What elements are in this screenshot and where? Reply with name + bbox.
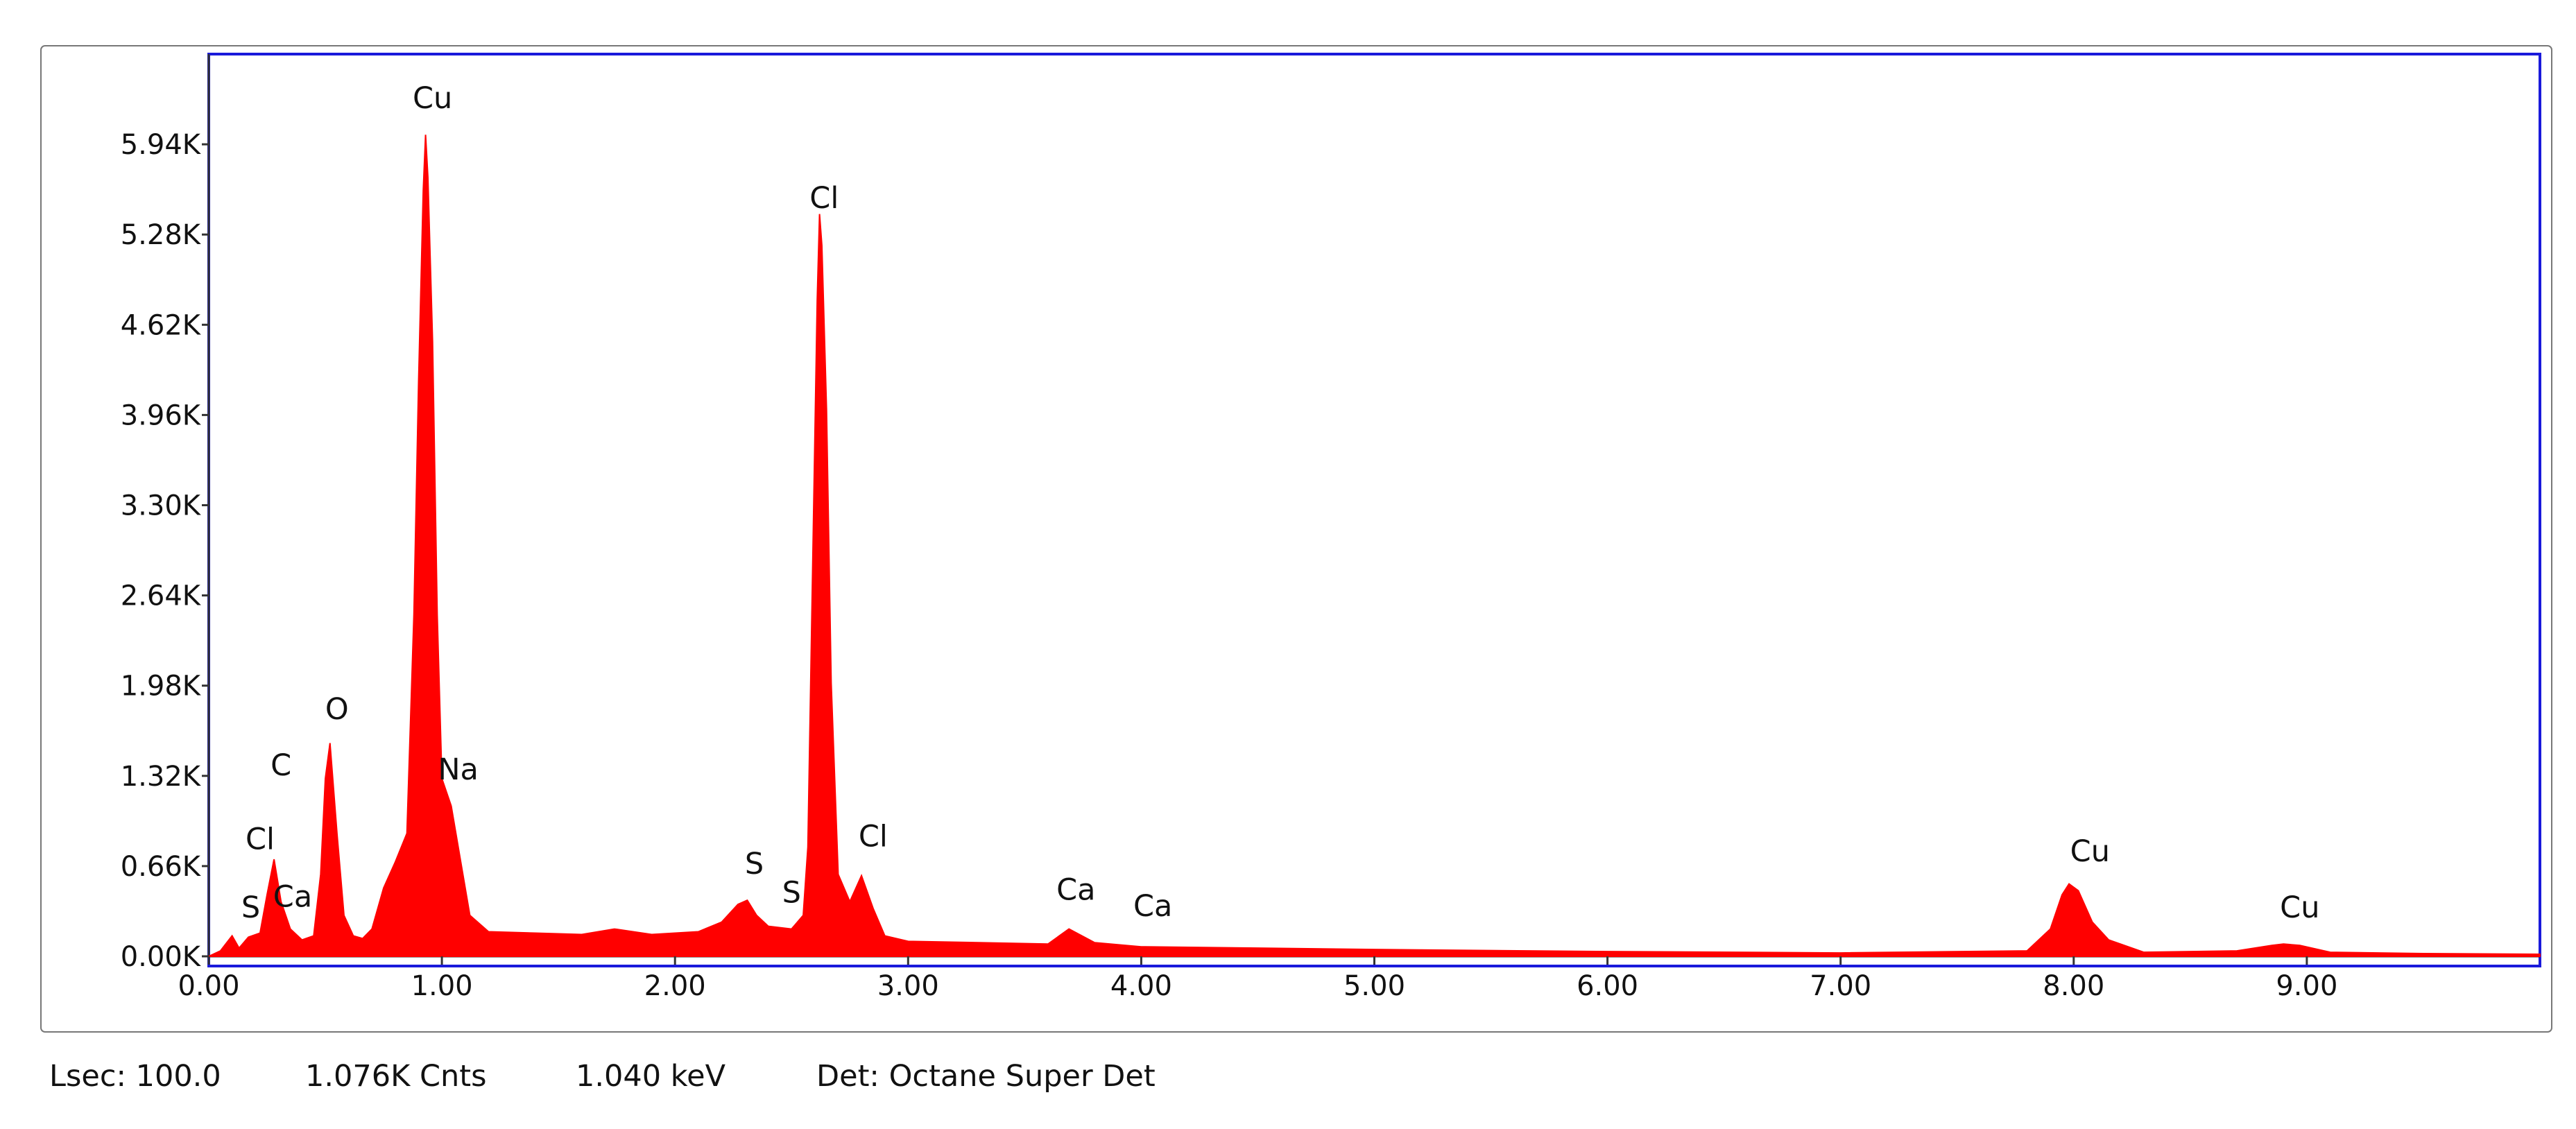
peak-label: S bbox=[745, 847, 764, 881]
x-tick-label: 5.00 bbox=[1343, 970, 1405, 1002]
x-tick-label: 0.00 bbox=[178, 970, 239, 1002]
plot-area bbox=[207, 53, 2541, 967]
y-tick-label: 5.94K bbox=[121, 129, 202, 161]
peak-label: Ca bbox=[273, 879, 312, 914]
peak-label: Cl bbox=[246, 822, 275, 856]
peak-label: Ca bbox=[1056, 872, 1095, 907]
status-energy: 1.040 keV bbox=[576, 1059, 726, 1094]
peak-label: Cl bbox=[809, 181, 839, 216]
x-tick-label: 2.00 bbox=[644, 970, 706, 1002]
peak-label: Ca bbox=[1133, 889, 1172, 924]
x-tick-label: 1.00 bbox=[411, 970, 473, 1002]
y-tick-label: 4.62K bbox=[121, 309, 202, 341]
status-counts: 1.076K Cnts bbox=[305, 1059, 487, 1094]
y-tick-label: 0.00K bbox=[121, 941, 202, 973]
x-tick-label: 4.00 bbox=[1110, 970, 1172, 1002]
y-tick-label: 3.30K bbox=[121, 490, 202, 522]
y-tick-label: 1.98K bbox=[121, 671, 202, 703]
y-tick-label: 3.96K bbox=[121, 399, 202, 431]
peak-label: Cu bbox=[2280, 890, 2319, 925]
y-tick-label: 5.28K bbox=[121, 219, 202, 251]
x-tick-label: 3.00 bbox=[877, 970, 939, 1002]
peak-label: Cu bbox=[413, 81, 452, 116]
peak-label: Na bbox=[438, 752, 479, 787]
peak-label: O bbox=[325, 692, 349, 727]
peak-label: C bbox=[271, 748, 291, 783]
x-tick-label: 7.00 bbox=[1810, 970, 1871, 1002]
y-tick-label: 1.32K bbox=[121, 761, 202, 793]
y-tick-label: 0.66K bbox=[121, 851, 202, 883]
peak-label: Cu bbox=[2070, 834, 2110, 869]
peak-label: Cl bbox=[859, 820, 888, 854]
x-tick-label: 6.00 bbox=[1577, 970, 1638, 1002]
x-tick-label: 8.00 bbox=[2043, 970, 2104, 1002]
peak-label: S bbox=[782, 875, 801, 910]
status-detector: Det: Octane Super Det bbox=[816, 1059, 1156, 1094]
peak-label: S bbox=[241, 890, 260, 925]
status-lsec: Lsec: 100.0 bbox=[49, 1059, 221, 1094]
spectrum-area bbox=[208, 135, 2541, 957]
x-tick-label: 9.00 bbox=[2276, 970, 2337, 1002]
y-tick-label: 2.64K bbox=[121, 580, 202, 612]
chart-frame bbox=[40, 45, 2552, 1033]
